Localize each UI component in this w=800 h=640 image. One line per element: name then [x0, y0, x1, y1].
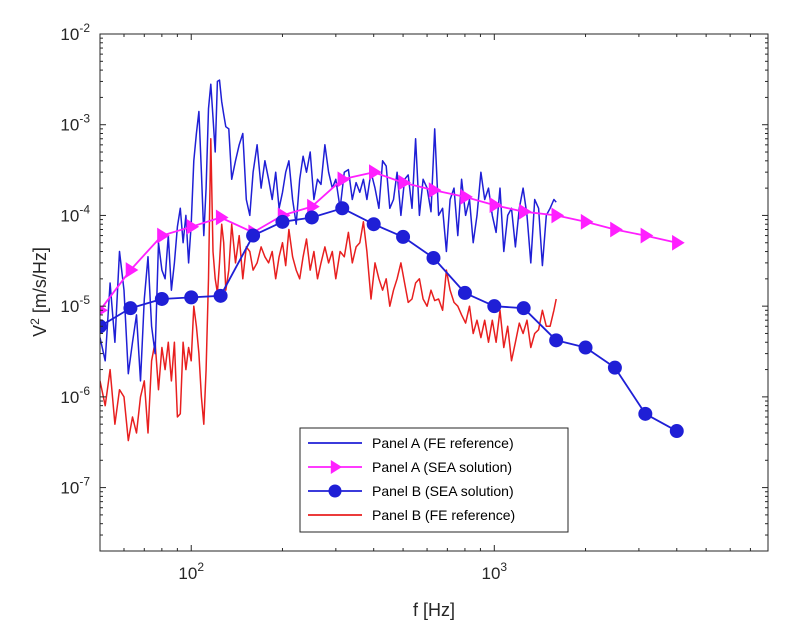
- series-line: [100, 138, 557, 442]
- series-point: [307, 198, 320, 215]
- series-point: [335, 201, 350, 216]
- y-axis-label-unit: [m/s/Hz]: [30, 247, 50, 318]
- y-tick-label: 10-4: [60, 202, 90, 225]
- series-point: [398, 174, 412, 191]
- series-point: [578, 340, 593, 355]
- legend-entry: Panel B (SEA solution): [308, 483, 514, 499]
- series-0: [100, 79, 557, 382]
- legend-label: Panel B (SEA solution): [372, 483, 514, 499]
- legend-marker: [330, 460, 342, 474]
- series-point: [275, 214, 290, 229]
- series-1: [100, 164, 685, 316]
- series-point: [337, 171, 351, 188]
- y-axis-label-base: V: [30, 325, 50, 337]
- series-point: [246, 228, 261, 243]
- x-tick-label: 102: [178, 560, 204, 583]
- series-point: [549, 333, 564, 348]
- axes-layer: [99, 33, 769, 552]
- series-point: [638, 406, 653, 421]
- series-point: [669, 424, 684, 439]
- series-point: [610, 221, 623, 238]
- series-point: [580, 213, 594, 230]
- legend-entry: Panel A (SEA solution): [308, 459, 512, 475]
- series-point: [100, 319, 107, 334]
- x-tick-label: 103: [481, 560, 507, 583]
- series-3: [100, 138, 557, 442]
- series-point: [157, 227, 170, 244]
- series-2: [100, 201, 684, 439]
- series-layer: [100, 79, 685, 442]
- y-tick-label: 10-7: [60, 475, 90, 498]
- series-point: [100, 305, 108, 316]
- x-axis-label: f [Hz]: [413, 600, 455, 620]
- series-point: [215, 209, 229, 226]
- plot-frame: [99, 33, 769, 552]
- y-tick-label: 10-5: [60, 293, 90, 316]
- series-point: [396, 229, 411, 244]
- series-point: [607, 360, 622, 375]
- y-tick-label: 10-3: [60, 112, 90, 135]
- legend: Panel A (FE reference) Panel A (SEA solut…: [299, 427, 569, 533]
- series-point: [154, 291, 169, 306]
- legend-entry: Panel B (FE reference): [308, 507, 515, 523]
- series-point: [518, 203, 532, 220]
- legend-label: Panel A (SEA solution): [372, 459, 512, 475]
- legend-marker: [328, 484, 342, 498]
- series-point: [516, 301, 531, 316]
- legend-entry: Panel A (FE reference): [308, 435, 514, 451]
- series-point: [304, 210, 319, 225]
- series-point: [368, 164, 382, 181]
- series-point: [487, 299, 502, 314]
- series-point: [184, 290, 199, 305]
- series-point: [457, 285, 472, 300]
- series-point: [123, 301, 138, 316]
- series-point: [186, 218, 200, 235]
- series-point: [672, 234, 685, 251]
- series-point: [366, 217, 381, 232]
- series-point: [426, 250, 441, 265]
- legend-label: Panel A (FE reference): [372, 435, 514, 451]
- series-point: [125, 262, 139, 278]
- series-point: [428, 182, 442, 199]
- series-point: [551, 207, 565, 224]
- series-line: [100, 79, 557, 382]
- y-axis-label: V2 [m/s/Hz]: [28, 247, 50, 337]
- series-point: [640, 227, 654, 244]
- ticks-layer: 102 103 10-7 10-6 10-5 10-4 10-3 10-2: [60, 21, 769, 583]
- series-point: [460, 189, 473, 205]
- y-tick-label: 10-6: [60, 384, 90, 407]
- series-point: [213, 288, 228, 303]
- y-axis-label-superscript: 2: [28, 318, 42, 325]
- y-tick-label: 10-2: [60, 21, 90, 44]
- series-point: [489, 197, 503, 214]
- legend-label: Panel B (FE reference): [372, 507, 515, 523]
